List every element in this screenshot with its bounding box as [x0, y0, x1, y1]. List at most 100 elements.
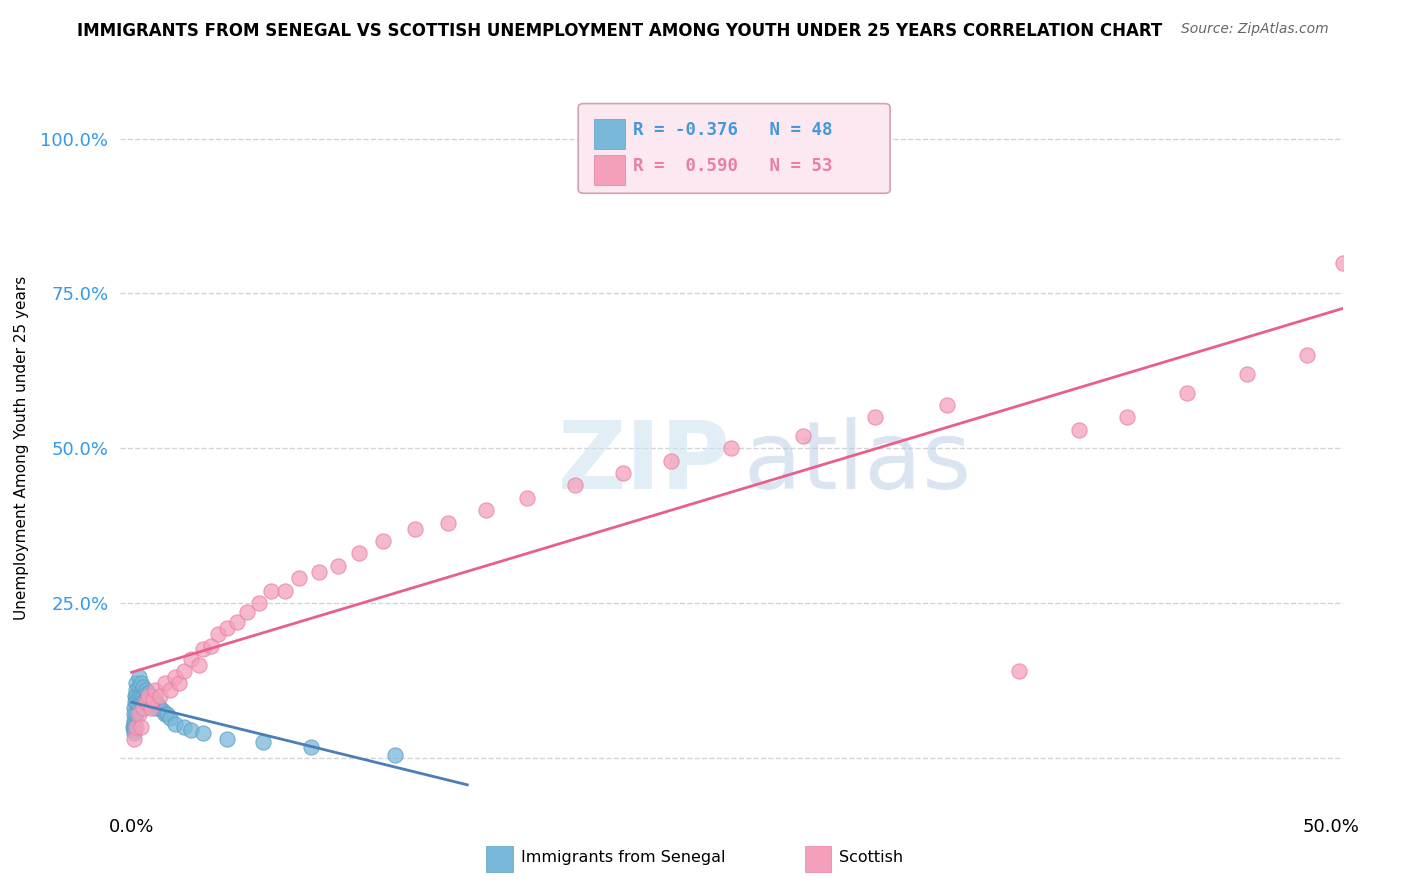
- Point: [163, 716, 186, 731]
- Point: [128, 707, 150, 722]
- Point: [139, 701, 162, 715]
- Point: [122, 732, 145, 747]
- Point: [145, 701, 167, 715]
- Point: [173, 720, 195, 734]
- Point: [1008, 664, 1031, 678]
- Text: R =  0.590   N = 53: R = 0.590 N = 53: [633, 157, 832, 175]
- Point: [139, 689, 162, 703]
- Point: [1236, 367, 1258, 381]
- Point: [235, 605, 257, 619]
- Point: [122, 720, 145, 734]
- Point: [122, 723, 145, 737]
- Point: [564, 478, 586, 492]
- Text: R = -0.376   N = 48: R = -0.376 N = 48: [633, 121, 832, 139]
- Text: atlas: atlas: [744, 417, 972, 508]
- Point: [136, 689, 159, 703]
- Point: [936, 398, 959, 412]
- Point: [1295, 348, 1317, 362]
- Y-axis label: Unemployment Among Youth under 25 years: Unemployment Among Youth under 25 years: [14, 277, 30, 620]
- Text: ZIP: ZIP: [558, 417, 731, 508]
- Point: [142, 692, 165, 706]
- Point: [142, 692, 165, 706]
- Point: [217, 621, 239, 635]
- Point: [612, 466, 634, 480]
- Point: [720, 442, 742, 455]
- Point: [163, 670, 186, 684]
- Point: [326, 558, 349, 573]
- Point: [226, 615, 249, 629]
- Point: [149, 689, 172, 703]
- Point: [193, 726, 215, 740]
- Point: [125, 676, 148, 690]
- Point: [247, 596, 270, 610]
- Point: [125, 689, 148, 703]
- Point: [159, 710, 181, 724]
- Point: [122, 707, 145, 722]
- Point: [200, 640, 222, 654]
- Point: [169, 676, 191, 690]
- Point: [404, 522, 426, 536]
- FancyBboxPatch shape: [578, 103, 890, 194]
- Point: [132, 689, 155, 703]
- Point: [475, 503, 498, 517]
- Point: [149, 701, 172, 715]
- Point: [187, 657, 209, 672]
- Point: [145, 682, 167, 697]
- FancyBboxPatch shape: [595, 119, 624, 149]
- Point: [349, 546, 371, 560]
- Point: [259, 583, 281, 598]
- Point: [792, 429, 814, 443]
- Point: [122, 716, 145, 731]
- Point: [136, 686, 159, 700]
- Point: [437, 516, 460, 530]
- FancyBboxPatch shape: [595, 154, 624, 185]
- Point: [139, 698, 162, 712]
- Text: Immigrants from Senegal: Immigrants from Senegal: [520, 850, 725, 865]
- Point: [135, 682, 157, 697]
- Point: [132, 701, 155, 715]
- Point: [128, 670, 150, 684]
- Point: [136, 695, 159, 709]
- Point: [132, 695, 155, 709]
- FancyBboxPatch shape: [486, 846, 513, 871]
- Point: [384, 747, 406, 762]
- Point: [124, 695, 146, 709]
- Point: [159, 682, 181, 697]
- Point: [299, 739, 322, 754]
- Point: [129, 689, 152, 703]
- Point: [180, 723, 202, 737]
- Point: [1175, 385, 1198, 400]
- Point: [156, 707, 179, 722]
- Point: [217, 732, 239, 747]
- Point: [135, 695, 157, 709]
- Point: [146, 698, 169, 712]
- Point: [252, 735, 274, 749]
- Text: Source: ZipAtlas.com: Source: ZipAtlas.com: [1181, 22, 1329, 37]
- Point: [173, 664, 195, 678]
- Point: [129, 695, 152, 709]
- Point: [125, 682, 148, 697]
- Text: Scottish: Scottish: [839, 850, 903, 865]
- Point: [863, 410, 886, 425]
- Point: [153, 707, 176, 722]
- Point: [1115, 410, 1137, 425]
- Point: [128, 689, 150, 703]
- Point: [288, 571, 311, 585]
- Point: [1368, 305, 1391, 319]
- Point: [1344, 243, 1367, 257]
- Point: [373, 534, 395, 549]
- Point: [125, 720, 148, 734]
- Point: [207, 627, 229, 641]
- Point: [129, 676, 152, 690]
- Point: [129, 720, 152, 734]
- Point: [145, 692, 167, 706]
- Point: [193, 642, 215, 657]
- Point: [122, 701, 145, 715]
- Point: [659, 453, 682, 467]
- Point: [124, 689, 146, 703]
- Point: [1067, 423, 1090, 437]
- Point: [128, 698, 150, 712]
- Point: [122, 726, 145, 740]
- Text: IMMIGRANTS FROM SENEGAL VS SCOTTISH UNEMPLOYMENT AMONG YOUTH UNDER 25 YEARS CORR: IMMIGRANTS FROM SENEGAL VS SCOTTISH UNEM…: [77, 22, 1163, 40]
- Point: [1331, 255, 1354, 269]
